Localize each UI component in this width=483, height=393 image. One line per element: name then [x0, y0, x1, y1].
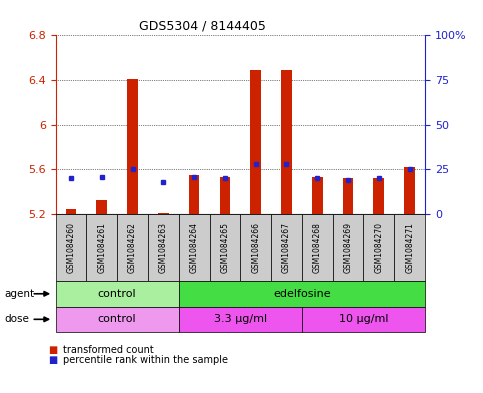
Text: GDS5304 / 8144405: GDS5304 / 8144405: [140, 20, 266, 33]
Text: GSM1084265: GSM1084265: [220, 222, 229, 273]
Bar: [250, 70, 261, 214]
Bar: [189, 175, 199, 214]
Text: transformed count: transformed count: [63, 345, 154, 355]
Bar: [127, 79, 138, 214]
Bar: [342, 178, 354, 214]
Text: edelfosine: edelfosine: [273, 289, 331, 299]
Text: control: control: [98, 289, 136, 299]
Text: 3.3 μg/ml: 3.3 μg/ml: [214, 314, 267, 324]
Text: GSM1084267: GSM1084267: [282, 222, 291, 273]
Text: GSM1084269: GSM1084269: [343, 222, 353, 273]
Text: ■: ■: [48, 345, 57, 355]
Bar: [373, 178, 384, 214]
Text: GSM1084270: GSM1084270: [374, 222, 384, 273]
Text: GSM1084262: GSM1084262: [128, 222, 137, 273]
Bar: [219, 177, 230, 214]
Text: ■: ■: [48, 354, 57, 365]
Text: GSM1084261: GSM1084261: [97, 222, 106, 273]
Text: GSM1084271: GSM1084271: [405, 222, 414, 273]
Text: agent: agent: [5, 289, 35, 299]
Text: dose: dose: [5, 314, 30, 324]
Text: 10 μg/ml: 10 μg/ml: [339, 314, 388, 324]
Bar: [281, 70, 292, 214]
Bar: [96, 200, 107, 214]
Text: GSM1084263: GSM1084263: [159, 222, 168, 273]
Text: GSM1084268: GSM1084268: [313, 222, 322, 273]
Bar: [66, 209, 76, 214]
Text: GSM1084260: GSM1084260: [67, 222, 75, 273]
Text: control: control: [98, 314, 136, 324]
Bar: [158, 213, 169, 214]
Text: GSM1084266: GSM1084266: [251, 222, 260, 273]
Text: percentile rank within the sample: percentile rank within the sample: [63, 354, 228, 365]
Bar: [404, 167, 415, 214]
Text: GSM1084264: GSM1084264: [190, 222, 199, 273]
Bar: [312, 177, 323, 214]
